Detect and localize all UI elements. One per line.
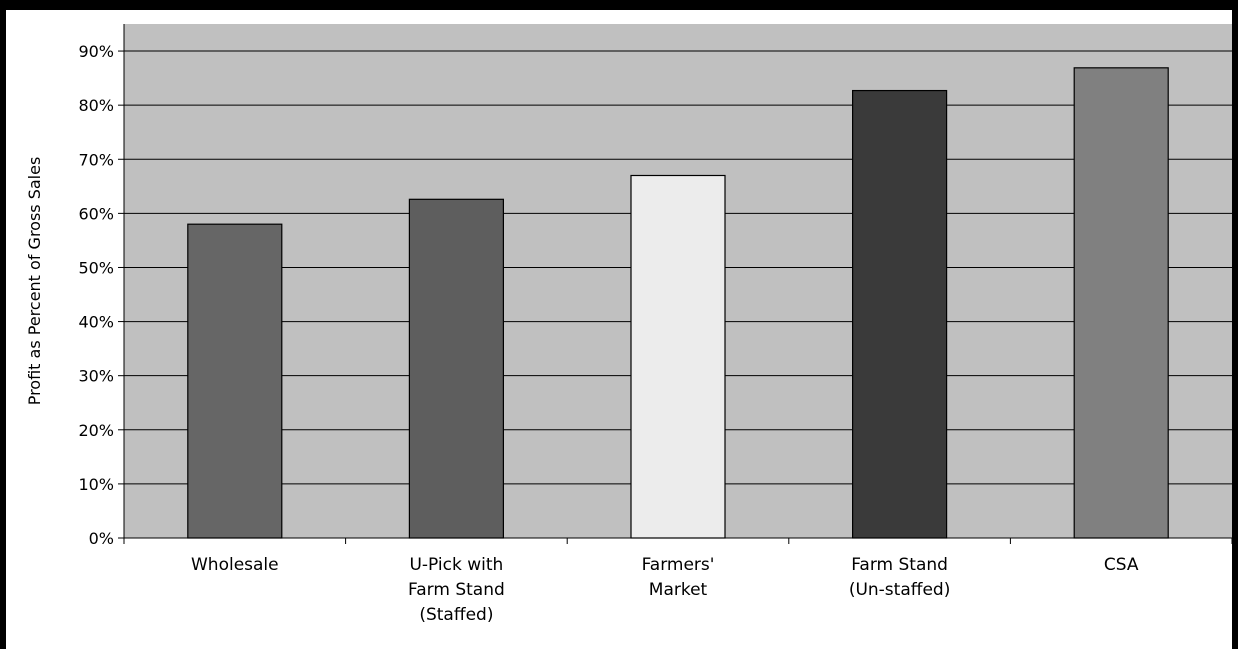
- bar-0: [187, 223, 283, 539]
- x-tick-label: Farm Stand: [851, 555, 948, 575]
- bar-3: [851, 89, 948, 539]
- x-tick-label: (Un-staffed): [849, 580, 951, 600]
- x-tick-label: Farmers': [642, 555, 715, 575]
- y-tick-label: 30%: [78, 367, 114, 386]
- y-axis-title: Profit as Percent of Gross Sales: [25, 157, 44, 406]
- y-tick-labels: 0% 10% 20% 30% 40% 50% 60% 70% 80% 90%: [78, 42, 114, 548]
- bar-1: [408, 198, 504, 539]
- bar-4: [1073, 67, 1169, 539]
- y-tick-label: 80%: [78, 96, 114, 115]
- y-tick-label: 70%: [78, 150, 114, 169]
- bars: [187, 67, 1169, 539]
- x-tick-label: U-Pick with: [409, 555, 503, 575]
- x-tick-label: CSA: [1104, 555, 1139, 575]
- y-tick-label: 0%: [89, 529, 114, 548]
- y-tick-label: 50%: [78, 258, 114, 277]
- bar-2: [630, 174, 726, 539]
- y-tick-label: 60%: [78, 204, 114, 223]
- y-tick-label: 20%: [78, 421, 114, 440]
- y-tick-label: 10%: [78, 475, 114, 494]
- y-tick-label: 90%: [78, 42, 114, 61]
- axes: [118, 24, 1233, 544]
- x-tick-labels: Wholesale U-Pick with Farm Stand (Staffed) F…: [191, 555, 1139, 625]
- y-tick-label: 40%: [78, 313, 114, 332]
- x-tick-label: Wholesale: [191, 555, 279, 575]
- x-tick-label: Farm Stand: [408, 580, 505, 600]
- x-tick-label: (Staffed): [419, 605, 493, 625]
- x-tick-label: Market: [649, 580, 708, 600]
